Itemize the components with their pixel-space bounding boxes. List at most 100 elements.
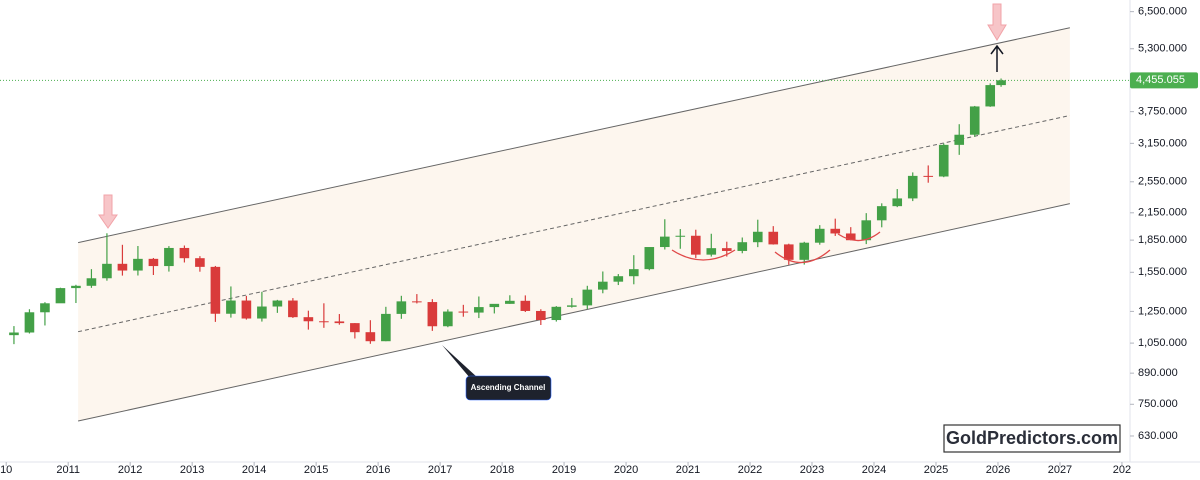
candle-body [303, 317, 314, 322]
candle-body [272, 300, 283, 307]
candle-body [861, 220, 872, 241]
candle-body [427, 302, 438, 327]
x-tick-label: 2016 [366, 464, 390, 476]
candle-body [613, 276, 624, 282]
candle-body [551, 306, 562, 321]
last-price-box [1130, 72, 1198, 89]
x-tick-label: 2025 [924, 464, 948, 476]
y-tick-label: 1,850.000 [1138, 234, 1187, 246]
x-tick-label: 2011 [56, 464, 80, 476]
peak-arrow [98, 194, 118, 229]
candle-body [55, 288, 66, 304]
x-tick-label: 2027 [1048, 464, 1072, 476]
candle-body [9, 332, 19, 336]
candle-body [396, 301, 407, 314]
plot-area [0, 27, 1130, 422]
x-tick-label: 2026 [986, 464, 1010, 476]
candle-body [969, 106, 980, 135]
x-tick-label: 2012 [118, 464, 142, 476]
x-tick-label: 2019 [552, 464, 576, 476]
x-tick-label: 2024 [862, 464, 886, 476]
candle-body [505, 300, 515, 304]
candle-body [117, 263, 128, 271]
arc [837, 231, 881, 242]
candle-body [706, 248, 717, 255]
channel-upper [77, 27, 1070, 244]
candle-body [996, 80, 1006, 86]
channel-lower [77, 203, 1070, 422]
candle-body [768, 231, 779, 245]
candle-body [644, 247, 655, 270]
candle-body [675, 235, 686, 237]
candle-body [629, 269, 639, 277]
candle-body [102, 263, 112, 279]
candle-body [381, 313, 391, 342]
x-tick-label: 2018 [490, 464, 514, 476]
up-arrow [990, 44, 1004, 72]
channel-fill [78, 27, 1070, 422]
y-tick-label: 3,150.000 [1138, 137, 1187, 149]
target-arrow [987, 3, 1007, 41]
candle-body [133, 258, 143, 271]
callout-text: Ascending Channel [471, 383, 546, 392]
x-tick-label: 2014 [242, 464, 266, 476]
x-tick-label: 2017 [428, 464, 452, 476]
candle-body [40, 303, 50, 313]
y-tick-label: 6,500.000 [1138, 6, 1187, 18]
candle-body [474, 307, 484, 313]
y-tick-label: 5,300.000 [1138, 43, 1187, 55]
y-tick-label: 3,750.000 [1138, 106, 1187, 118]
candle-body [24, 312, 35, 333]
candle-body [334, 321, 345, 324]
candle-body [164, 247, 174, 267]
candle-body [690, 235, 701, 255]
x-tick-label: 2015 [304, 464, 328, 476]
x-tick-label: 2020 [614, 464, 638, 476]
candle-body [71, 285, 81, 289]
candle-body [799, 242, 810, 260]
y-tick-label: 630.000 [1138, 430, 1178, 442]
y-tick-label: 1,550.000 [1138, 266, 1187, 278]
y-tick-label: 1,050.000 [1138, 337, 1187, 349]
candle-body [876, 206, 887, 221]
candle-body [907, 175, 918, 199]
x-tick-label: 2021 [676, 464, 700, 476]
candle-body [567, 305, 577, 307]
candle-body [443, 311, 453, 327]
x-tick-label: 2023 [800, 464, 824, 476]
candle-body [752, 231, 763, 243]
candle-body [288, 300, 298, 318]
x-tick-label: 10 [0, 464, 12, 476]
callout-box [465, 375, 552, 401]
candle-body [412, 301, 422, 303]
x-tick-label: 202 [1113, 464, 1131, 476]
y-tick-label: 2,550.000 [1138, 176, 1187, 188]
candle-body [365, 332, 376, 342]
candle-body [350, 323, 360, 333]
candle-body [489, 303, 500, 308]
channel-middle [77, 114, 1070, 333]
candle-body [319, 321, 329, 323]
candle-body [923, 175, 934, 177]
y-tick-label: 890.000 [1138, 367, 1178, 379]
candle-body [86, 278, 97, 286]
candle-body [148, 258, 159, 267]
candle-body [954, 134, 965, 145]
candle-body [830, 228, 841, 234]
y-tick-label: 1,250.000 [1138, 305, 1187, 317]
callout-pointer [442, 345, 478, 378]
watermark-box [943, 424, 1121, 453]
candle-body [783, 244, 794, 260]
watermark: GoldPredictors.com [946, 428, 1118, 448]
candle-body [458, 311, 469, 313]
candle-body [737, 242, 748, 251]
candle-body [659, 236, 670, 248]
candle-body [520, 300, 531, 311]
arc [671, 249, 736, 261]
candle-body [179, 247, 190, 259]
candle-body [985, 85, 996, 107]
candle-body [536, 310, 546, 321]
arc [774, 249, 831, 264]
y-tick-label: 750.000 [1138, 398, 1178, 410]
